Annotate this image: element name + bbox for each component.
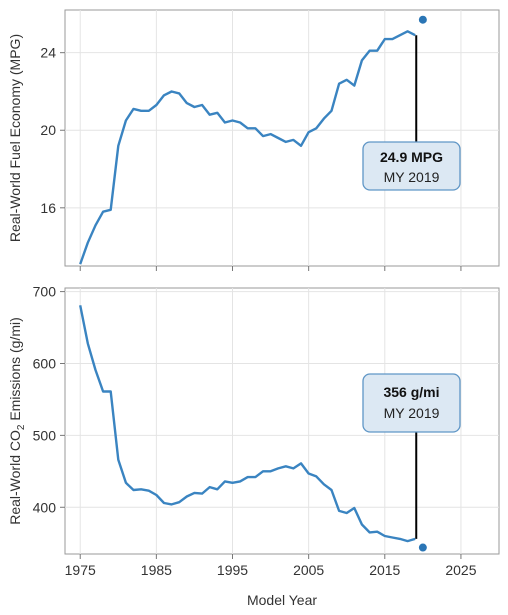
- fuel-economy-series-line: [79, 30, 416, 265]
- co2-emissions-y-tick-label: 700: [33, 284, 57, 300]
- co2-emissions-highlight-point: [418, 543, 427, 552]
- co2-emissions-series-line: [79, 305, 416, 543]
- fuel-economy-y-ticks: 16 20 24: [40, 45, 65, 216]
- co2-emissions-y-tick-label: 400: [33, 499, 57, 515]
- x-tick-label: 1995: [217, 562, 248, 578]
- co2-emissions-y-tick-label: 500: [33, 427, 57, 443]
- co2-emissions-y-axis-title: Real-World CO2 Emissions (g/mi): [7, 317, 27, 525]
- fuel-economy-callout-box: [362, 141, 461, 191]
- co2-emissions-panel: 400 500 600 700 1975 1985 1995 2005 2015 2025 35…: [7, 284, 500, 578]
- co2-emissions-y-ticks: 400 500 600 700: [33, 284, 65, 515]
- x-tick-label: 1985: [141, 562, 172, 578]
- x-tick-label: 1975: [65, 562, 96, 578]
- co2-emissions-callout: 356 g/mi MY 2019: [362, 373, 461, 433]
- fuel-economy-y-tick-label: 24: [40, 45, 56, 61]
- fuel-economy-callout-value: 24.9 MPG: [380, 149, 443, 165]
- co2-emissions-gridlines: [65, 288, 499, 554]
- co2-y-title-rest: Emissions (g/mi): [7, 317, 23, 424]
- fuel-economy-callout: 24.9 MPG MY 2019: [362, 141, 461, 191]
- fuel-economy-y-tick-label: 20: [40, 122, 56, 138]
- co2-emissions-callout-box: [362, 373, 461, 433]
- x-tick-label: 2005: [293, 562, 324, 578]
- co2-y-title-subscript: 2: [16, 424, 27, 430]
- fuel-economy-highlight-point: [418, 15, 427, 24]
- x-tick-label: 2015: [369, 562, 400, 578]
- co2-emissions-callout-year: MY 2019: [384, 405, 440, 421]
- co2-emissions-y-tick-label: 600: [33, 355, 57, 371]
- fuel-economy-panel: 16 20 24 24.9 MPG MY 2019 Real-World Fuel …: [7, 9, 500, 271]
- co2-y-title-main: Real-World CO: [7, 430, 23, 525]
- fuel-economy-x-ticks: [79, 266, 462, 271]
- fuel-economy-y-axis-title: Real-World Fuel Economy (MPG): [7, 34, 23, 242]
- co2-emissions-x-ticks: 1975 1985 1995 2005 2015 2025: [65, 554, 477, 578]
- fuel-economy-plot-frame: [64, 9, 500, 267]
- fuel-economy-gridlines: [65, 10, 499, 266]
- co2-emissions-callout-value: 356 g/mi: [383, 384, 439, 400]
- fuel-economy-y-tick-label: 16: [40, 200, 56, 216]
- x-axis-title: Model Year: [247, 592, 317, 608]
- x-tick-label: 2025: [445, 562, 476, 578]
- fuel-economy-callout-year: MY 2019: [384, 169, 440, 185]
